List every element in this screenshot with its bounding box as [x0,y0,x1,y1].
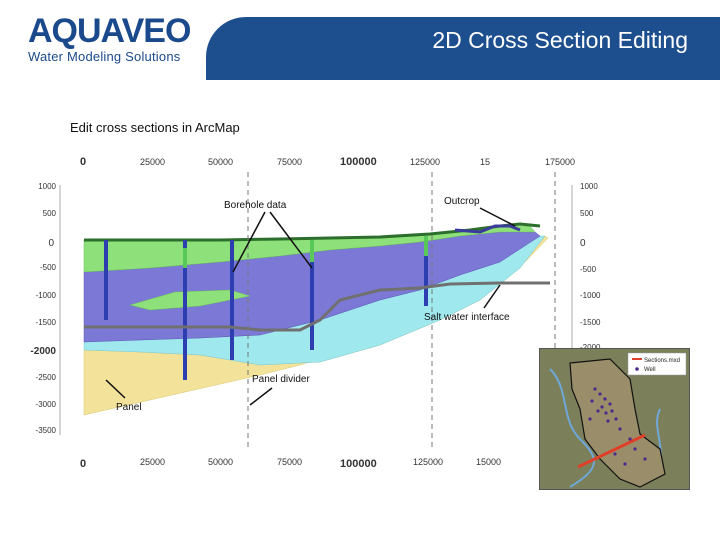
well-point [633,447,637,451]
legend-label: Well [644,367,656,373]
borehole [104,240,108,320]
bottom-axis: 0 25000 50000 75000 100000 125000 15000 [80,457,501,470]
well-point [614,417,618,421]
legend-swatch-well [635,367,639,371]
legend-label: Sections.mxd [644,358,680,364]
left-tick: -1000 [36,291,57,300]
borehole-callout: Borehole data [224,200,287,211]
borehole [230,240,234,360]
left-tick: -3000 [36,400,57,409]
river [549,368,595,488]
basin-boundary [569,358,666,488]
left-tick: -3500 [36,426,57,435]
bottom-tick: 125000 [413,457,443,467]
right-tick: -2000 [580,343,601,352]
outcrop-surface [454,224,521,234]
panel-divider-arrow [249,387,273,406]
well-point [608,402,612,406]
inset-location-map: Sections.mxd Well [539,348,690,490]
borehole-arrow [232,211,266,273]
right-tick: 0 [580,238,586,249]
logo-wordmark: AQUAVEO [28,12,191,50]
top-tick: 15 [480,157,490,167]
top-tick: 175000 [545,157,575,167]
left-tick: -2000 [30,346,56,357]
left-tick: -500 [40,263,57,272]
well-point [588,417,592,421]
right-tick: -1500 [580,318,601,327]
panel-arrow [105,379,126,399]
borehole-segment [424,236,428,256]
well-point [598,392,602,396]
bottom-tick: 100000 [340,458,377,470]
well-points [588,387,647,466]
right-tick: -1000 [580,291,601,300]
outcrop-arrow [479,207,516,227]
left-tick: -1500 [36,318,57,327]
borehole [424,236,428,306]
borehole-segment [310,240,314,262]
map-legend-box [627,352,687,376]
section-line [577,433,646,469]
aquaveo-logo: AQUAVEO Water Modeling Solutions [28,12,191,64]
right-tick: 500 [580,209,594,218]
left-axis: 1000 500 0 -500 -1000 -1500 -2000 -2500 … [30,182,56,435]
outcrop-callout: Outcrop [444,196,480,207]
well-point [628,437,632,441]
logo-tagline: Water Modeling Solutions [28,49,181,64]
top-tick: 50000 [208,157,233,167]
top-tick: 100000 [340,156,377,168]
well-point [618,427,622,431]
well-point [590,399,594,403]
top-tick: 25000 [140,157,165,167]
slide-title: 2D Cross Section Editing [432,27,688,53]
right-axis: 1000 500 0 -500 -1000 -1500 -2000 [580,182,601,352]
well-point [596,409,600,413]
right-tick: 1000 [580,182,598,191]
bottom-tick: 25000 [140,457,165,467]
left-tick: 500 [43,209,57,218]
title-banner: 2D Cross Section Editing [206,17,720,80]
well-point [593,387,597,391]
borehole [183,240,187,380]
inset-map-graphic: Sections.mxd Well [540,349,689,489]
left-tick: -2500 [36,373,57,382]
top-axis: 0 25000 50000 75000 100000 125000 15 175… [80,156,575,168]
salt-water-interface [84,281,550,332]
saltwater-callout: Salt water interface [424,312,510,323]
bottom-tick: 75000 [277,457,302,467]
slide-subtitle: Edit cross sections in ArcMap [70,120,240,135]
bottom-tick: 50000 [208,457,233,467]
top-tick: 125000 [410,157,440,167]
well-point [600,405,604,409]
well-point [604,411,608,415]
well-point [603,397,607,401]
bottom-tick: 15000 [476,457,501,467]
left-tick: 1000 [38,182,56,191]
top-tick: 0 [80,156,86,168]
borehole-segment [183,248,187,268]
left-tick: 0 [48,238,54,249]
callouts: Borehole data Outcrop Salt water interfa… [105,196,516,413]
top-tick: 75000 [277,157,302,167]
slide-header: AQUAVEO Water Modeling Solutions 2D Cros… [0,0,720,80]
bottom-tick: 0 [80,458,86,470]
well-point [613,452,617,456]
well-point [606,419,610,423]
green-lens [129,289,251,311]
right-tick: -500 [580,265,597,274]
logo-text: AQUAVEO [28,12,191,50]
borehole-arrow [269,211,313,269]
well-point [623,462,627,466]
well-point [610,409,614,413]
saltwater-arrow [483,284,501,309]
panel-divider-callout: Panel divider [252,374,310,385]
boreholes [104,236,428,380]
borehole [310,240,314,350]
well-point [643,457,647,461]
panel-callout: Panel [116,402,142,413]
